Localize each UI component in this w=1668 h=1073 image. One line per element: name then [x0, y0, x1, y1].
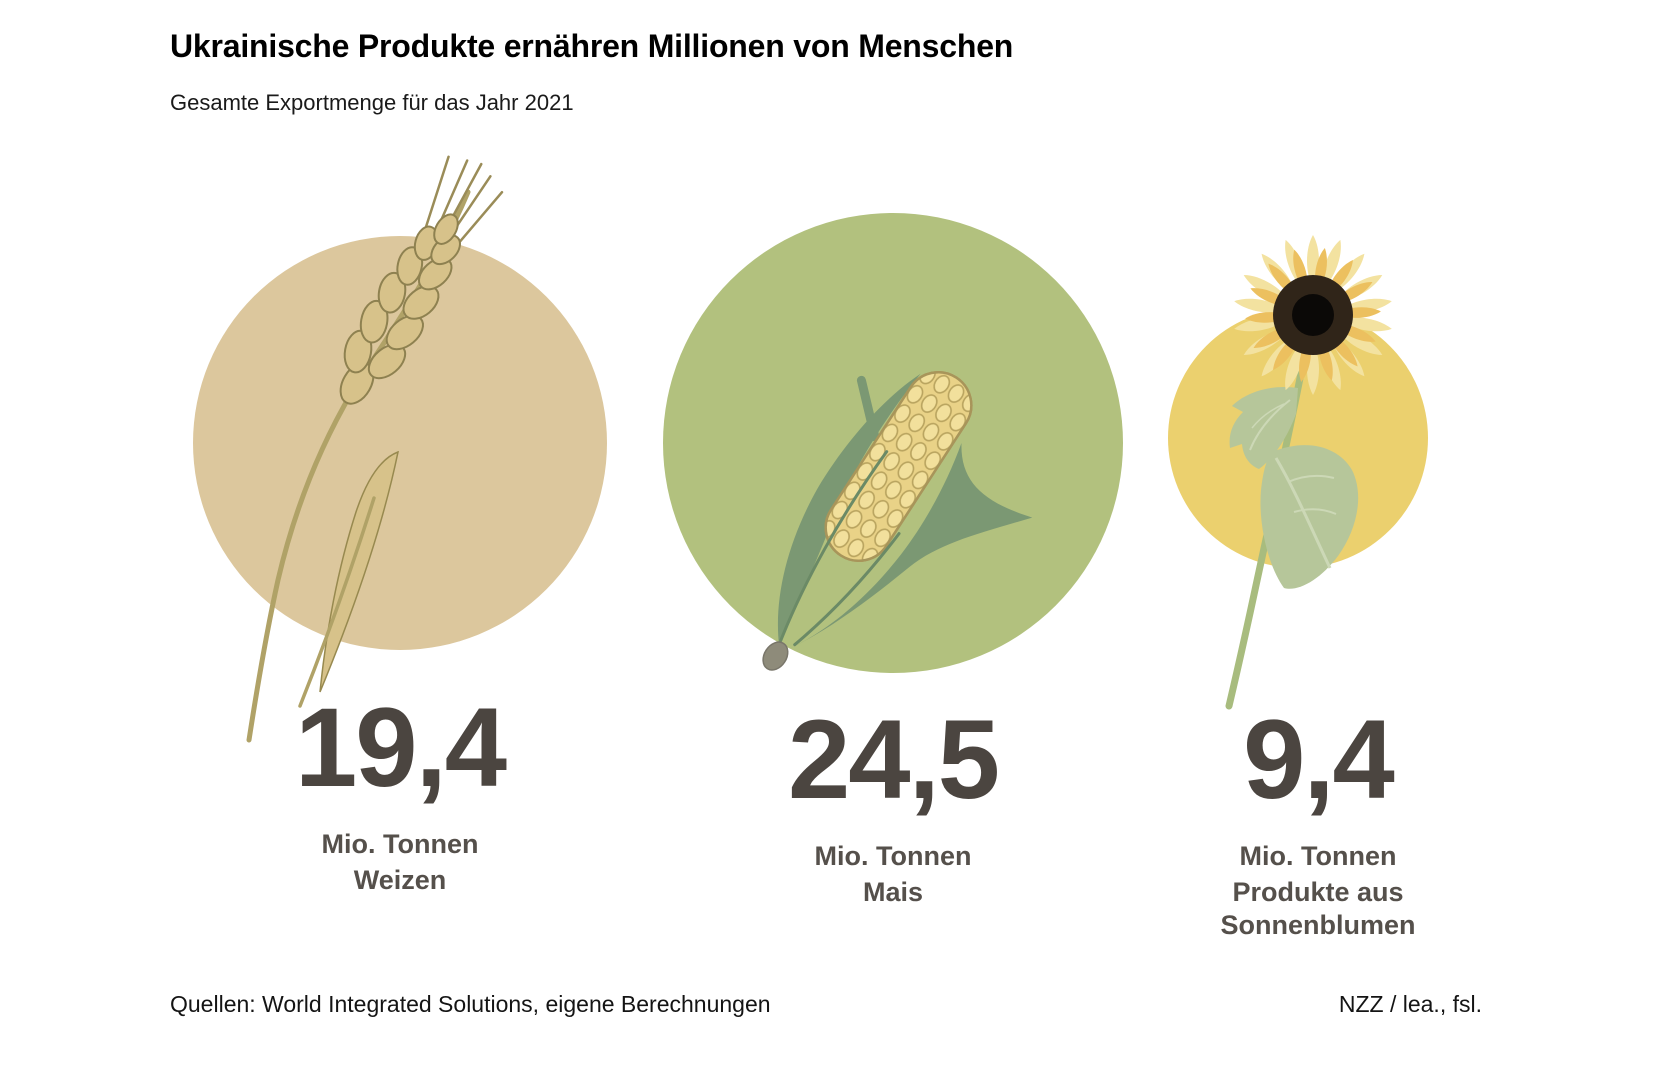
- sunflower-product-label: Produkte aus Sonnenblumen: [1098, 876, 1538, 942]
- wheat-circle: [193, 236, 607, 650]
- sunflower-unit: Mio. Tonnen: [1239, 841, 1397, 871]
- sunflower-value: 9,4: [1243, 697, 1395, 822]
- corn-label-block: 24,5 Mio. Tonnen Mais: [673, 704, 1113, 909]
- sunflower-group: [1168, 235, 1428, 710]
- source-note: Quellen: World Integrated Solutions, eig…: [170, 991, 771, 1017]
- wheat-icon: [246, 155, 504, 743]
- sunflower-label-block: 9,4 Mio. Tonnen Produkte aus Sonnenblume…: [1098, 704, 1538, 942]
- wheat-unit: Mio. Tonnen: [321, 829, 479, 859]
- page-title: Ukrainische Produkte ernähren Millionen …: [170, 28, 1014, 64]
- sunflower-icon: [1225, 235, 1393, 710]
- wheat-product-line: Weizen: [353, 865, 447, 896]
- corn-group: [663, 213, 1123, 673]
- chart-subtitle: Gesamte Exportmenge für das Jahr 2021: [170, 90, 574, 115]
- credit-note: NZZ / lea., fsl.: [1338, 991, 1482, 1017]
- wheat-label-block: 19,4 Mio. Tonnen Weizen: [180, 692, 620, 897]
- wheat-product-label: Weizen: [180, 864, 620, 897]
- corn-unit: Mio. Tonnen: [814, 841, 972, 871]
- corn-product-line: Mais: [862, 877, 924, 908]
- wheat-value: 19,4: [295, 685, 507, 810]
- sunflower-product-line-2: Sonnenblumen: [1220, 910, 1416, 941]
- sunflower-product-line-1: Produkte aus: [1232, 877, 1404, 908]
- wheat-group: [193, 155, 607, 743]
- corn-product-label: Mais: [673, 876, 1113, 909]
- corn-icon: [762, 371, 1033, 671]
- corn-value: 24,5: [788, 697, 1000, 822]
